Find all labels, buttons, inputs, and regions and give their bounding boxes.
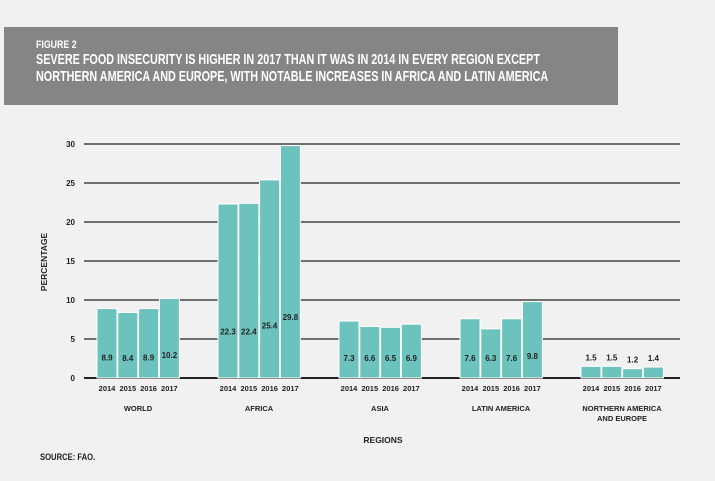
bar xyxy=(279,145,301,379)
x-tick-label: 2017 xyxy=(645,384,662,393)
x-tick-label: 2015 xyxy=(119,384,136,393)
bar xyxy=(642,366,664,379)
x-tick-label: 2014 xyxy=(341,384,359,393)
bar xyxy=(138,308,160,379)
figure-header: FIGURE 2 SEVERE FOOD INSECURITY IS HIGHE… xyxy=(4,27,618,105)
x-tick-label: 2017 xyxy=(524,384,541,393)
bar xyxy=(96,308,118,379)
data-label: 8.9 xyxy=(143,354,155,363)
y-tick-label: 0 xyxy=(71,374,76,383)
bar xyxy=(459,318,481,379)
y-tick-label: 5 xyxy=(71,335,76,344)
bar xyxy=(521,301,543,379)
data-label: 22.3 xyxy=(220,328,236,337)
y-axis-title: PERCENTAGE xyxy=(39,232,49,291)
y-tick-label: 25 xyxy=(66,179,75,188)
source-note: SOURCE: FAO. xyxy=(40,452,96,462)
x-tick-label: 2015 xyxy=(603,384,620,393)
region-label: ASIA xyxy=(371,404,390,413)
figure-title: SEVERE FOOD INSECURITY IS HIGHER IN 2017… xyxy=(36,51,548,85)
bar xyxy=(480,328,502,379)
bar xyxy=(601,365,623,379)
y-tick-label: 10 xyxy=(66,296,75,305)
x-tick-label: 2017 xyxy=(161,384,178,393)
bar xyxy=(501,318,523,379)
bar xyxy=(259,179,281,379)
data-label: 7.6 xyxy=(464,354,476,363)
title-line: SEVERE FOOD INSECURITY IS HIGHER IN 2017… xyxy=(36,51,540,68)
y-tick-label: 20 xyxy=(66,218,75,227)
region-label: LATIN AMERICA xyxy=(472,404,531,413)
bar xyxy=(400,323,422,379)
x-tick-label: 2017 xyxy=(403,384,420,393)
data-label: 1.5 xyxy=(585,353,597,362)
x-tick-label: 2014 xyxy=(220,384,238,393)
data-label: 6.3 xyxy=(485,354,497,363)
bar xyxy=(580,365,602,379)
data-label: 29.8 xyxy=(283,313,299,322)
x-axis-title: REGIONS xyxy=(363,435,403,445)
data-label: 25.4 xyxy=(262,321,278,330)
x-tick-label: 2016 xyxy=(503,384,520,393)
region-label: AFRICA xyxy=(245,404,274,413)
data-label: 1.4 xyxy=(648,354,660,363)
data-label: 22.4 xyxy=(241,327,257,336)
x-tick-label: 2015 xyxy=(482,384,499,393)
region-label: NORTHERN AMERICA xyxy=(582,404,662,413)
data-label: 6.6 xyxy=(364,354,376,363)
x-tick-label: 2014 xyxy=(462,384,480,393)
figure-label: FIGURE 2 xyxy=(36,39,77,51)
region-label: AND EUROPE xyxy=(597,414,647,423)
bar xyxy=(158,297,180,379)
data-label: 7.3 xyxy=(343,354,355,363)
x-tick-label: 2016 xyxy=(624,384,641,393)
bar xyxy=(238,202,260,379)
data-label: 1.2 xyxy=(627,356,639,365)
data-label: 1.5 xyxy=(606,353,618,362)
x-tick-label: 2016 xyxy=(140,384,157,393)
y-tick-label: 30 xyxy=(66,140,75,149)
bar xyxy=(338,320,360,379)
region-label: WORLD xyxy=(124,404,153,413)
bar xyxy=(217,203,239,379)
bar xyxy=(359,326,381,379)
x-tick-label: 2015 xyxy=(240,384,257,393)
bar xyxy=(622,368,644,379)
data-label: 8.4 xyxy=(122,354,134,363)
x-tick-label: 2016 xyxy=(261,384,278,393)
data-label: 10.2 xyxy=(162,351,178,360)
y-tick-label: 15 xyxy=(66,257,75,266)
x-tick-label: 2015 xyxy=(361,384,378,393)
title-line: NORTHERN AMERICA AND EUROPE, WITH NOTABL… xyxy=(36,68,549,85)
bar xyxy=(117,311,139,379)
data-label: 6.5 xyxy=(385,354,397,363)
x-tick-label: 2014 xyxy=(583,384,601,393)
x-tick-label: 2014 xyxy=(99,384,117,393)
data-label: 6.9 xyxy=(406,354,418,363)
bar xyxy=(380,326,402,379)
x-tick-label: 2016 xyxy=(382,384,399,393)
x-tick-label: 2017 xyxy=(282,384,299,393)
data-label: 7.6 xyxy=(506,354,518,363)
data-label: 8.9 xyxy=(101,354,113,363)
data-label: 9.8 xyxy=(527,352,539,361)
